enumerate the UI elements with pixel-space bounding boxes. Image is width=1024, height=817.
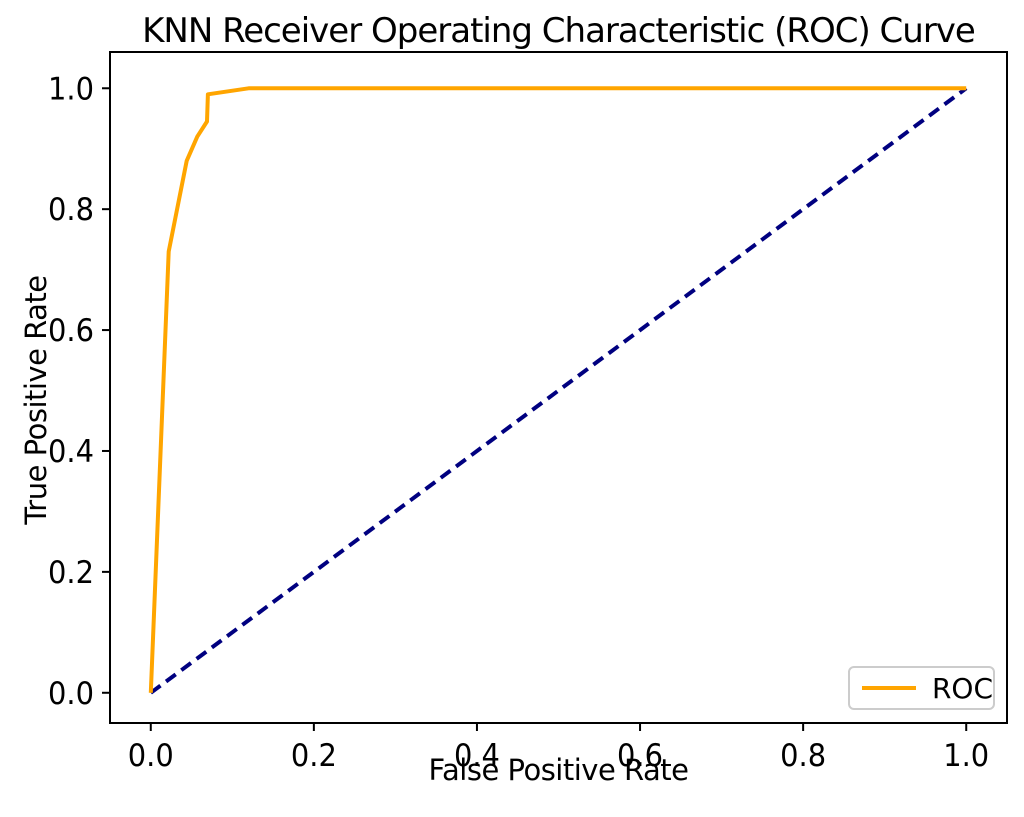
x-axis-label: False Positive Rate <box>428 753 689 787</box>
chart-title: KNN Receiver Operating Characteristic (R… <box>142 11 976 51</box>
series-chance-diagonal <box>149 86 968 695</box>
x-tick-label: 0.8 <box>780 738 826 774</box>
y-tick-label: 0.4 <box>48 434 94 470</box>
series-ROC <box>148 86 967 693</box>
y-axis-label: True Positive Rate <box>19 275 53 525</box>
legend-roc-line-sample <box>862 686 916 690</box>
axes-spines <box>109 51 1008 724</box>
x-tick-label: 1.0 <box>943 738 989 774</box>
y-tick-label: 0.0 <box>48 676 94 712</box>
x-tick-label: 0.4 <box>454 738 500 774</box>
y-tick-label: 0.8 <box>48 192 94 228</box>
y-tick-label: 1.0 <box>48 71 94 107</box>
x-tick-label: 0.0 <box>128 738 174 774</box>
y-tick-label: 0.6 <box>48 313 94 349</box>
y-tick-label: 0.2 <box>48 555 94 591</box>
x-tick-label: 0.2 <box>291 738 337 774</box>
legend-roc-label: ROC <box>931 671 993 705</box>
legend: ROC <box>848 666 995 710</box>
x-tick-label: 0.6 <box>617 738 663 774</box>
